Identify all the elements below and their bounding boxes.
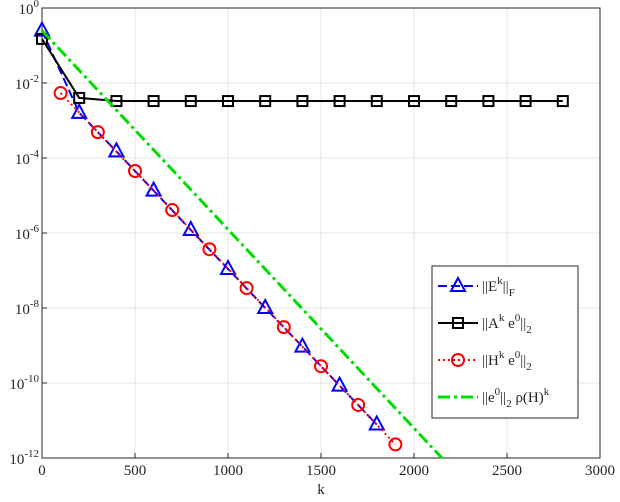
marker: [351, 397, 366, 412]
marker: [556, 95, 569, 108]
legend-label: ||Ek||F: [482, 275, 515, 299]
marker: [259, 95, 272, 108]
marker: [36, 32, 48, 45]
marker: [110, 95, 123, 108]
legend-label: ||e0||2 ρ(H)k: [482, 386, 550, 410]
legend-label: ||Ak e0||2: [482, 312, 532, 336]
marker: [368, 414, 386, 431]
marker: [90, 125, 105, 140]
marker: [70, 102, 88, 119]
legend-marker: [452, 317, 464, 329]
x-axis-label: k: [317, 482, 325, 498]
marker: [222, 95, 234, 108]
marker: [256, 297, 274, 314]
marker: [445, 95, 458, 108]
series-line: [59, 92, 397, 446]
marker: [239, 281, 254, 296]
x-tick-label: 3000: [585, 463, 615, 479]
x-tick-label: 1500: [306, 463, 336, 479]
marker: [53, 86, 68, 101]
marker: [519, 95, 532, 108]
marker: [144, 180, 163, 197]
y-tick-label: 100: [19, 0, 40, 18]
marker: [314, 359, 328, 374]
marker: [276, 320, 291, 335]
marker: [370, 95, 383, 108]
y-tick-label: 10-4: [15, 148, 40, 168]
marker: [333, 95, 346, 108]
marker: [408, 95, 420, 108]
axes-box: [41, 7, 601, 459]
x-tick-label: 1000: [213, 463, 243, 479]
legend-marker: [451, 353, 465, 367]
marker: [184, 95, 197, 108]
marker: [182, 219, 200, 237]
series-line: [40, 29, 443, 460]
y-tick-label: 10-6: [15, 223, 40, 243]
marker: [147, 95, 160, 108]
y-tick-label: 10-8: [15, 298, 40, 318]
marker: [293, 336, 312, 353]
marker: [165, 203, 180, 218]
y-tick-label: 10-10: [9, 373, 39, 393]
marker: [219, 258, 237, 275]
marker: [388, 437, 403, 452]
marker: [128, 164, 142, 179]
x-tick-label: 0: [38, 463, 46, 479]
x-tick-label: 2000: [399, 463, 429, 479]
y-tick-label: 10-12: [9, 448, 39, 468]
marker: [73, 91, 86, 104]
marker: [33, 20, 51, 37]
marker: [296, 95, 309, 108]
marker: [330, 375, 349, 392]
marker: [482, 95, 495, 108]
y-tick-label: 10-2: [15, 73, 39, 93]
series-line: [41, 38, 563, 103]
marker: [107, 141, 126, 158]
x-tick-label: 2500: [492, 463, 522, 479]
legend-marker: [449, 275, 467, 292]
legend-label: ||Hk e0||2: [482, 349, 532, 373]
x-tick-label: 500: [124, 463, 147, 479]
marker: [202, 242, 217, 257]
